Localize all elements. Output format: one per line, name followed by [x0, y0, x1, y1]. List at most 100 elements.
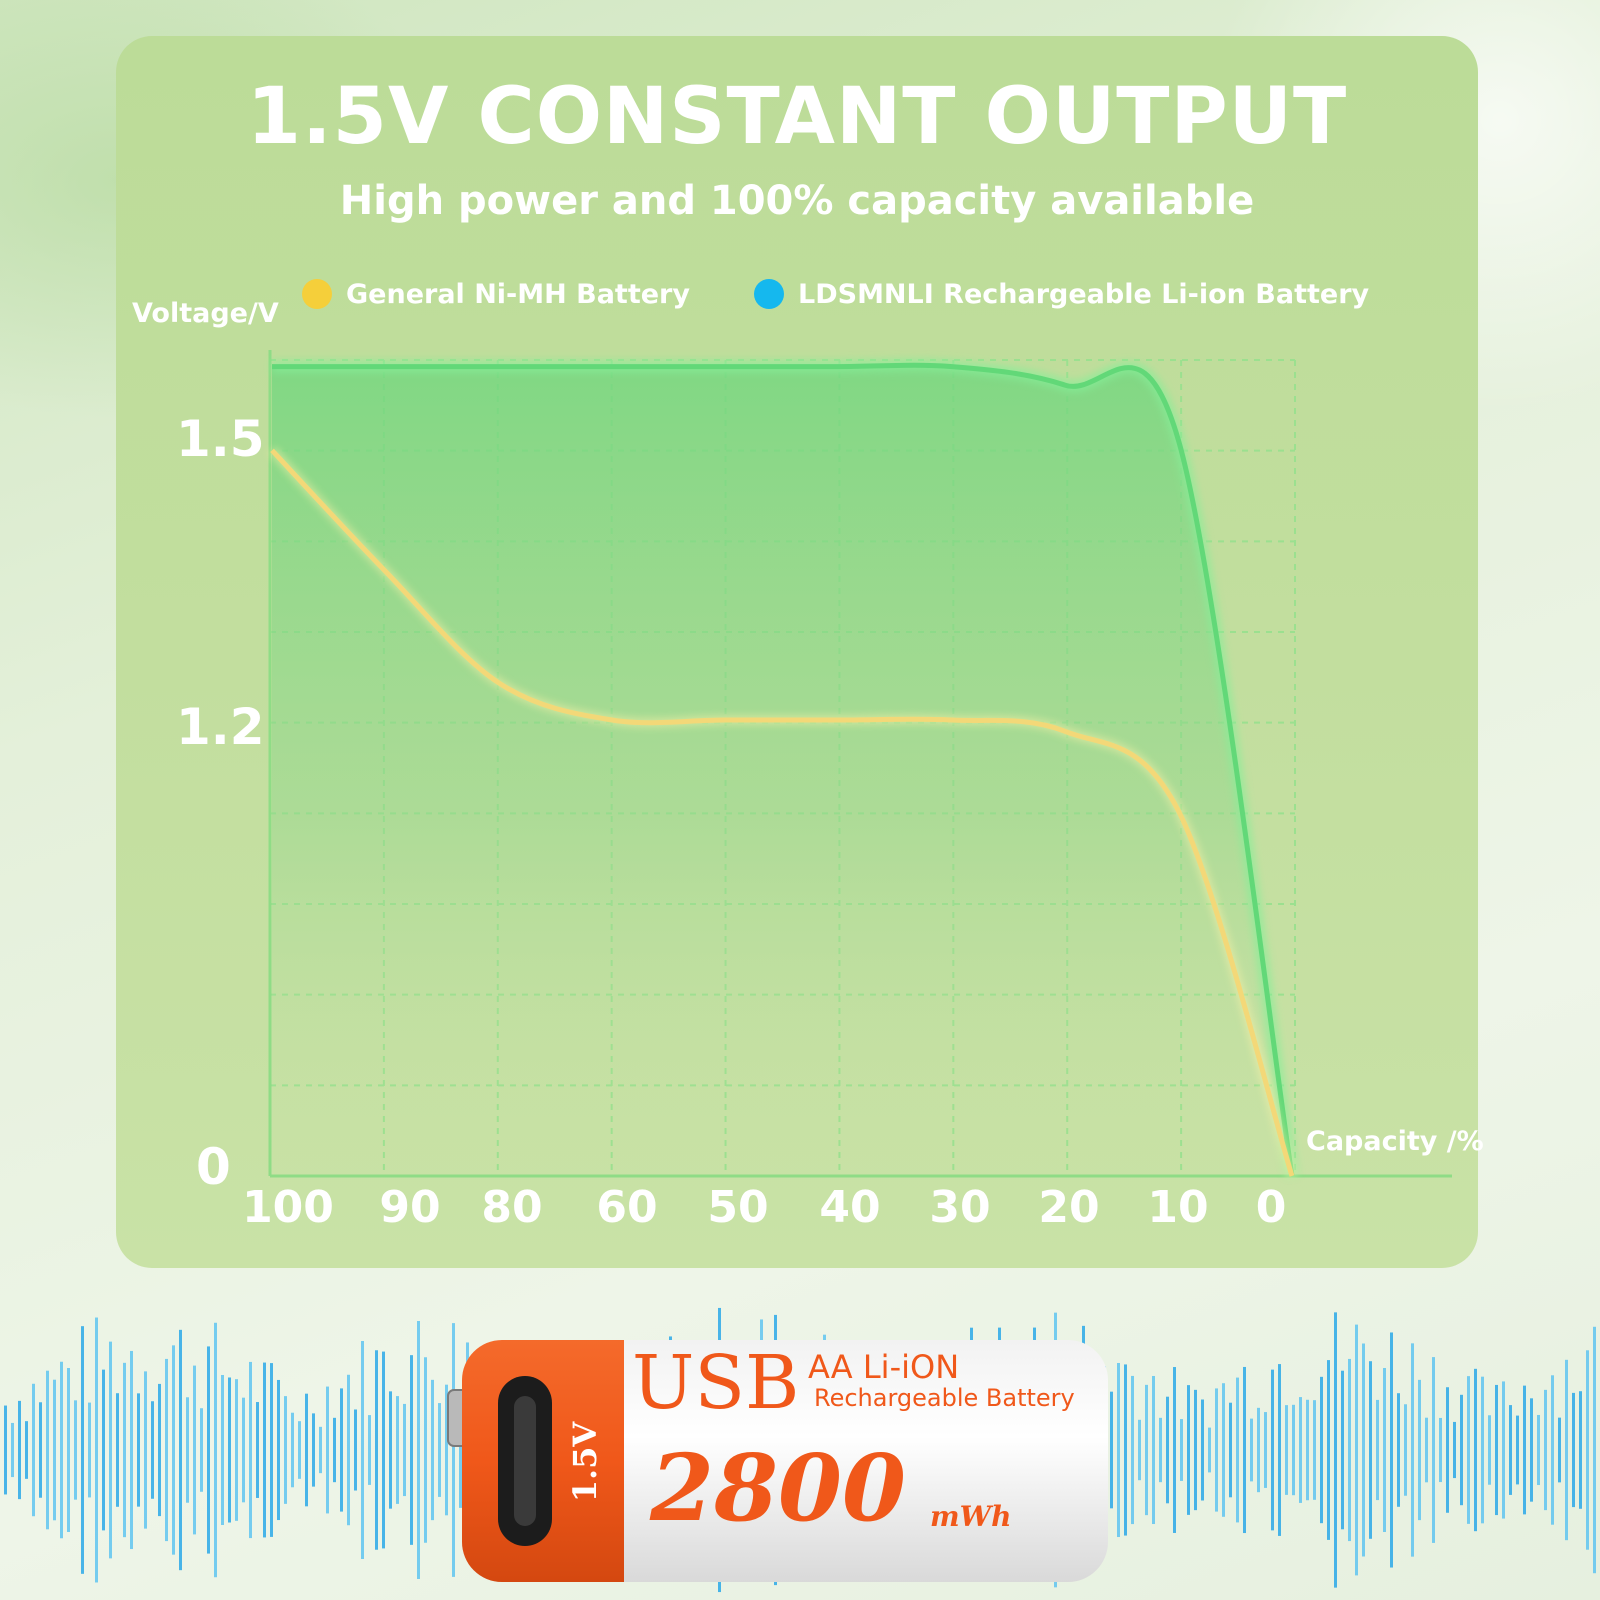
wave-bar	[1467, 1376, 1470, 1524]
wave-bar	[144, 1371, 147, 1529]
wave-bar	[1159, 1417, 1162, 1483]
series-line-li-ion	[272, 362, 1295, 1177]
wave-bar	[32, 1383, 35, 1517]
wave-bar	[1166, 1396, 1169, 1504]
wave-bar	[424, 1357, 427, 1543]
wave-bar	[1306, 1399, 1309, 1501]
wave-bar	[368, 1415, 371, 1485]
wave-bar	[291, 1412, 294, 1488]
wave-bar	[11, 1422, 14, 1478]
wave-bar	[1404, 1404, 1407, 1496]
wave-bar	[179, 1329, 182, 1571]
battery-desc-text: Rechargeable Battery	[814, 1384, 1075, 1412]
battery-image: 1.5V USB AA Li-iON Rechargeable Battery …	[447, 1340, 1108, 1582]
wave-bar	[1509, 1405, 1512, 1495]
wave-bar	[1376, 1399, 1379, 1501]
wave-bar	[298, 1421, 301, 1479]
page-subtitle: High power and 100% capacity available	[339, 178, 1255, 224]
x-tick-label: 60	[596, 1182, 657, 1233]
wave-bar	[1397, 1393, 1400, 1507]
wave-bar	[1152, 1375, 1155, 1525]
wave-bar	[452, 1323, 455, 1577]
wave-bar	[1327, 1360, 1330, 1540]
wave-bar	[1369, 1361, 1372, 1539]
battery-voltage-text: 1.5V	[566, 1421, 604, 1503]
wave-bar	[242, 1397, 245, 1503]
wave-bar	[1495, 1384, 1498, 1516]
wave-bar	[207, 1346, 210, 1554]
wave-bar	[53, 1379, 56, 1521]
wave-bar	[1243, 1366, 1246, 1534]
wave-bar	[389, 1391, 392, 1509]
wave-bar	[200, 1408, 203, 1492]
wave-bar	[417, 1321, 420, 1579]
wave-bar	[193, 1365, 196, 1535]
wave-bar	[95, 1317, 98, 1583]
wave-bar	[1474, 1368, 1477, 1532]
wave-bar	[1390, 1332, 1393, 1568]
wave-bar	[1537, 1414, 1540, 1486]
wave-bar	[1208, 1427, 1211, 1473]
x-tick-label: 0	[1256, 1182, 1287, 1233]
wave-bar	[228, 1377, 231, 1523]
wave-bar	[1278, 1364, 1281, 1536]
wave-bar	[1488, 1415, 1491, 1485]
wave-bar	[214, 1322, 217, 1578]
wave-bar	[326, 1386, 329, 1514]
wave-bar	[123, 1362, 126, 1538]
wave-bar	[151, 1401, 154, 1499]
wave-bar	[1425, 1417, 1428, 1483]
wave-bar	[1215, 1388, 1218, 1512]
wave-bar	[25, 1421, 28, 1479]
wave-bar	[312, 1413, 315, 1487]
wave-bar	[1131, 1375, 1134, 1525]
legend-item-li-ion: LDSMNLI Rechargeable Li-ion Battery	[754, 274, 1369, 314]
wave-bar	[1572, 1392, 1575, 1508]
wave-bar	[1558, 1417, 1561, 1483]
wave-bar	[1173, 1367, 1176, 1533]
wave-bar	[445, 1384, 448, 1516]
battery-type-text: AA Li-iON	[808, 1348, 959, 1386]
wave-bar	[1201, 1399, 1204, 1501]
wave-bar	[1264, 1412, 1267, 1488]
voltage-capacity-chart: 100 90 80 60 50 40 30 20 10 0	[268, 350, 1452, 1233]
wave-bar	[102, 1369, 105, 1531]
y-tick-label: 1.5	[176, 410, 265, 468]
wave-bar	[382, 1351, 385, 1549]
wave-bar	[1411, 1343, 1414, 1557]
wave-bar	[438, 1403, 441, 1497]
wave-bar	[18, 1400, 21, 1500]
y-axis-label: Voltage/V	[132, 298, 279, 329]
wave-bar	[354, 1409, 357, 1491]
wave-bar	[1250, 1418, 1253, 1482]
x-tick-label: 50	[707, 1182, 768, 1233]
wave-bar	[396, 1396, 399, 1504]
wave-bar	[81, 1326, 84, 1574]
wave-bar	[60, 1361, 63, 1539]
wave-bar	[1544, 1389, 1547, 1511]
wave-bar	[1362, 1343, 1365, 1557]
wave-bar	[340, 1388, 343, 1512]
wave-bar	[1432, 1357, 1435, 1543]
wave-bar	[1551, 1375, 1554, 1525]
wave-bar	[1516, 1415, 1519, 1485]
wave-bar	[1502, 1381, 1505, 1519]
wave-bar	[1271, 1369, 1274, 1531]
legend-label-nimh: General Ni-MH Battery	[346, 278, 690, 310]
wave-bar	[1180, 1419, 1183, 1481]
wave-bar	[1355, 1324, 1358, 1576]
wave-bar	[1460, 1394, 1463, 1506]
wave-bar	[1299, 1397, 1302, 1503]
x-tick-label: 20	[1038, 1182, 1099, 1233]
wave-bar	[116, 1393, 119, 1507]
x-tick-label: 40	[819, 1182, 880, 1233]
wave-bar	[1320, 1376, 1323, 1524]
wave-bar	[1586, 1350, 1589, 1550]
wave-bar	[4, 1405, 7, 1495]
wave-bar	[256, 1402, 259, 1498]
wave-bar	[410, 1355, 413, 1545]
wave-bar	[1313, 1400, 1316, 1500]
battery-brand-text: USB	[632, 1340, 799, 1426]
wave-bar	[1124, 1364, 1127, 1536]
wave-bar	[221, 1374, 224, 1526]
